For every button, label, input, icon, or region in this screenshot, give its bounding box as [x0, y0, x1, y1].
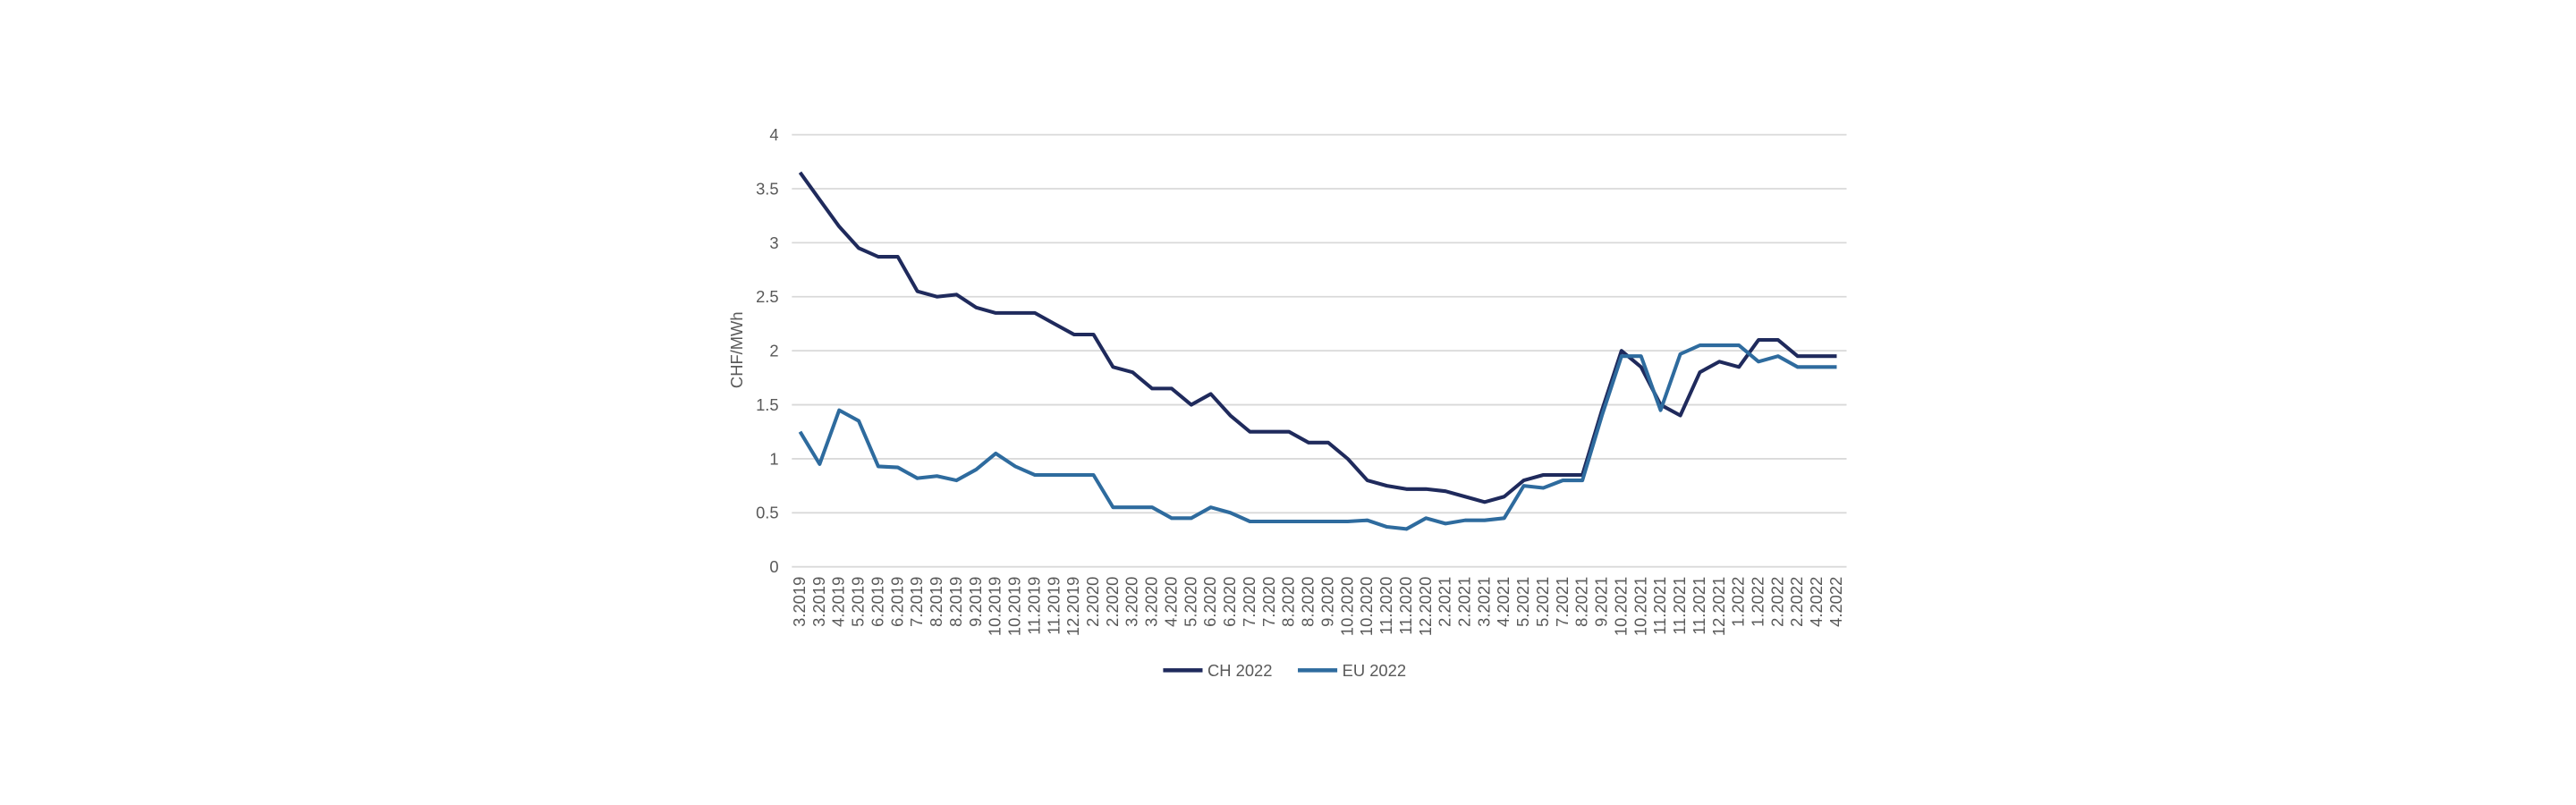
- x-tick-label: 2.2021: [1436, 577, 1454, 627]
- x-tick-label: 4.2019: [829, 577, 848, 627]
- x-tick-label: 3.2020: [1123, 577, 1141, 627]
- x-tick-label: 6.2019: [868, 577, 886, 627]
- x-tick-label: 5.2019: [849, 577, 868, 627]
- y-tick-label: 2.5: [756, 287, 779, 306]
- x-tick-label: 2.2022: [1787, 577, 1806, 627]
- x-tick-label: 10.2019: [986, 577, 1004, 636]
- x-tick-label: 2.2022: [1767, 577, 1786, 627]
- x-tick-label: 11.2021: [1670, 577, 1689, 635]
- y-tick-label: 2: [769, 342, 778, 360]
- x-tick-label: 8.2019: [927, 577, 945, 627]
- x-tick-label: 9.2020: [1318, 577, 1336, 627]
- x-tick-label: 12.2021: [1709, 577, 1728, 636]
- x-tick-label: 4.2022: [1807, 577, 1826, 627]
- x-tick-label: 8.2019: [946, 577, 965, 627]
- legend-label: CH 2022: [1208, 661, 1272, 680]
- y-tick-label: 1: [769, 449, 778, 468]
- y-tick-label: 1.5: [756, 395, 779, 414]
- x-tick-label: 8.2021: [1572, 577, 1591, 627]
- x-tick-label: 7.2020: [1259, 577, 1278, 627]
- x-tick-label: 11.2019: [1044, 577, 1063, 635]
- x-tick-label: 3.2021: [1474, 577, 1493, 627]
- x-tick-label: 7.2019: [907, 577, 926, 627]
- x-tick-label: 11.2019: [1024, 577, 1043, 635]
- y-tick-label: 3.5: [756, 179, 779, 198]
- x-tick-label: 9.2021: [1592, 577, 1611, 627]
- x-tick-label: 1.2022: [1749, 577, 1767, 627]
- x-tick-label: 2.2021: [1454, 577, 1473, 627]
- x-tick-label: 11.2020: [1396, 577, 1415, 635]
- y-axis-label: CHF/MWh: [727, 311, 746, 388]
- line-series: [798, 343, 1837, 531]
- legend-label: EU 2022: [1343, 661, 1406, 680]
- y-tick-label: 4: [769, 125, 778, 144]
- x-tick-label: 10.2021: [1611, 577, 1630, 636]
- x-tick-label: 4.2021: [1494, 577, 1513, 627]
- x-tick-label: 7.2020: [1240, 577, 1258, 627]
- x-tick-label: 6.2020: [1200, 577, 1219, 627]
- x-tick-label: 8.2020: [1279, 577, 1298, 627]
- x-tick-label: 11.2020: [1377, 577, 1395, 635]
- x-tick-label: 11.2021: [1690, 577, 1708, 635]
- y-tick-label: 0: [769, 557, 778, 576]
- x-tick-label: 3.2019: [809, 577, 828, 627]
- x-tick-label: 10.2020: [1337, 577, 1356, 636]
- x-tick-label: 9.2019: [966, 577, 985, 627]
- x-tick-label: 2.2020: [1103, 577, 1122, 627]
- x-tick-label: 5.2021: [1513, 577, 1532, 627]
- x-tick-label: 5.2021: [1533, 577, 1552, 627]
- line-series: [798, 171, 1837, 504]
- x-tick-label: 4.2020: [1161, 577, 1180, 627]
- x-tick-label: 10.2020: [1357, 577, 1376, 636]
- x-tick-label: 6.2020: [1220, 577, 1239, 627]
- x-tick-label: 3.2019: [790, 577, 809, 627]
- x-tick-label: 10.2021: [1631, 577, 1649, 636]
- x-tick-label: 12.2019: [1063, 577, 1082, 636]
- x-tick-label: 1.2022: [1729, 577, 1748, 627]
- y-tick-label: 3: [769, 233, 778, 252]
- x-tick-label: 8.2020: [1299, 577, 1318, 627]
- x-tick-label: 3.2020: [1142, 577, 1161, 627]
- x-tick-label: 2.2020: [1083, 577, 1102, 627]
- x-tick-label: 11.2021: [1650, 577, 1669, 635]
- x-tick-label: 5.2020: [1181, 577, 1199, 627]
- x-tick-label: 12.2020: [1416, 577, 1435, 636]
- x-tick-label: 6.2019: [887, 577, 906, 627]
- x-tick-label: 4.2022: [1826, 577, 1845, 627]
- y-tick-label: 0.5: [756, 504, 779, 522]
- x-tick-label: 10.2019: [1005, 577, 1024, 636]
- x-tick-label: 7.2021: [1553, 577, 1572, 627]
